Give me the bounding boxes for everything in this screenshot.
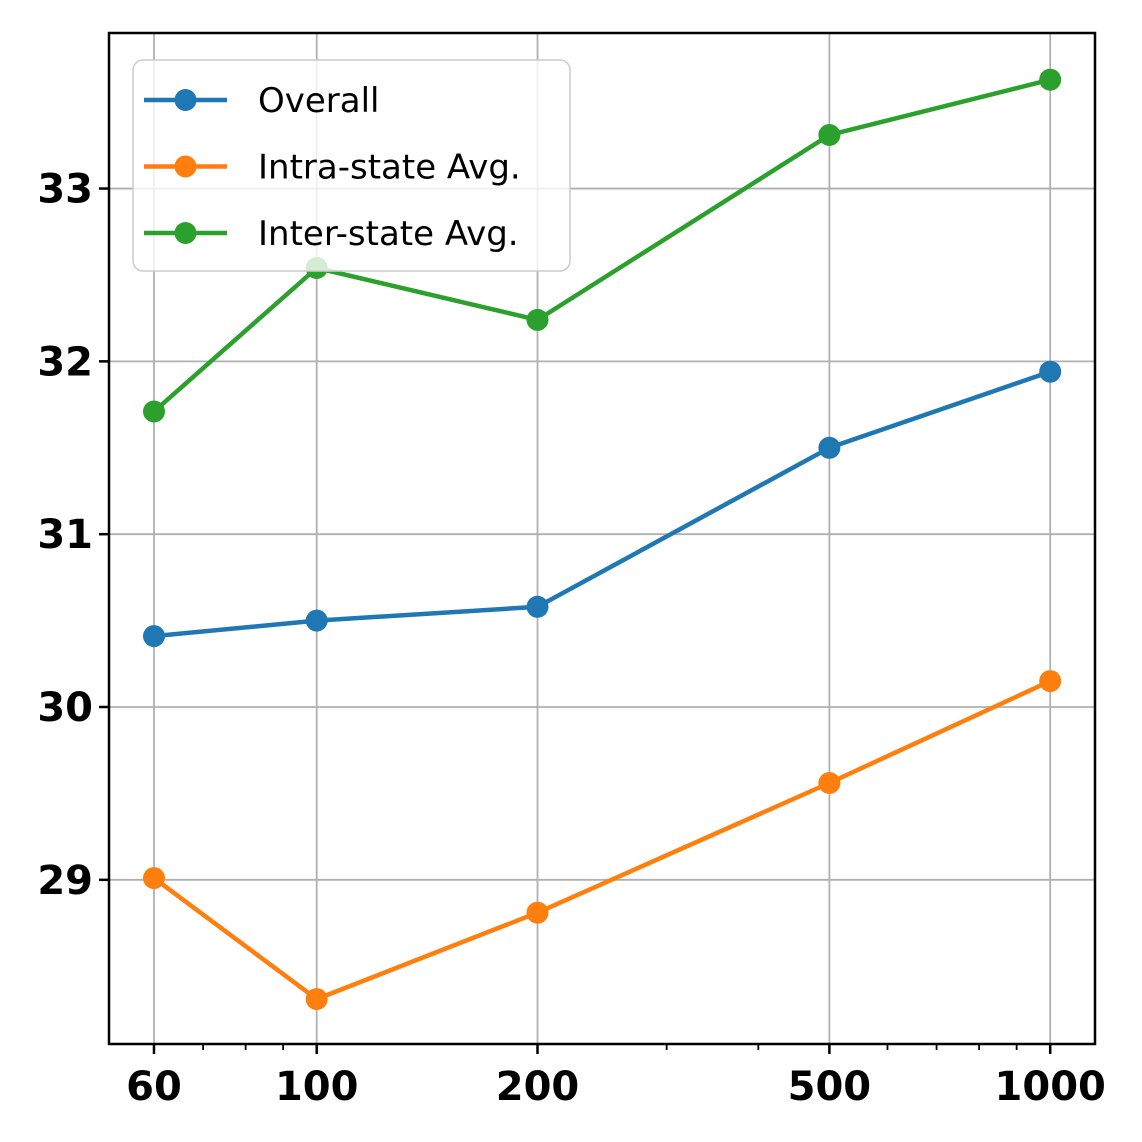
x-tick-label-500: 500 — [788, 1064, 872, 1110]
x-tick-label-100: 100 — [275, 1064, 359, 1110]
legend-marker-overall — [174, 89, 197, 111]
legend-marker-intra-state-avg — [174, 155, 197, 178]
y-tick-label-32: 32 — [37, 339, 93, 385]
data-point-inter-state-avg-60 — [143, 400, 165, 423]
data-point-intra-state-avg-60 — [143, 867, 165, 890]
x-tick-label-1000: 1000 — [995, 1064, 1106, 1110]
data-point-inter-state-avg-1000 — [1039, 68, 1062, 91]
legend-label-intra-state-avg: Intra-state Avg. — [258, 148, 521, 188]
legend-marker-inter-state-avg — [174, 222, 197, 244]
data-point-intra-state-avg-500 — [818, 772, 841, 794]
data-point-intra-state-avg-200 — [526, 901, 549, 924]
y-tick-label-31: 31 — [37, 512, 93, 558]
data-point-overall-500 — [818, 436, 841, 459]
legend-box — [132, 59, 571, 272]
data-point-overall-200 — [526, 595, 549, 618]
series-line-intra-state-avg — [151, 678, 1053, 1002]
axes-frame — [107, 31, 1097, 1046]
legend-item-overall: Overall — [144, 81, 380, 121]
y-tick-label-33: 33 — [37, 167, 93, 213]
series-line-overall — [151, 369, 1053, 639]
legend-item-intra-state-avg: Intra-state Avg. — [144, 148, 521, 188]
legend-label-overall: Overall — [258, 81, 380, 121]
data-point-overall-60 — [143, 625, 165, 648]
x-tick-label-60: 60 — [126, 1064, 182, 1110]
data-point-intra-state-avg-1000 — [1039, 670, 1062, 693]
y-tick-label-29: 29 — [37, 858, 93, 904]
legend-label-inter-state-avg: Inter-state Avg. — [258, 214, 519, 254]
data-point-intra-state-avg-100 — [305, 988, 328, 1011]
y-tick-label-30: 30 — [37, 685, 93, 731]
data-point-overall-1000 — [1039, 360, 1062, 383]
data-point-inter-state-avg-200 — [526, 308, 549, 331]
legend-item-inter-state-avg: Inter-state Avg. — [144, 214, 519, 254]
x-tick-label-200: 200 — [496, 1064, 580, 1110]
data-point-overall-100 — [305, 609, 328, 632]
data-point-inter-state-avg-500 — [818, 124, 841, 146]
